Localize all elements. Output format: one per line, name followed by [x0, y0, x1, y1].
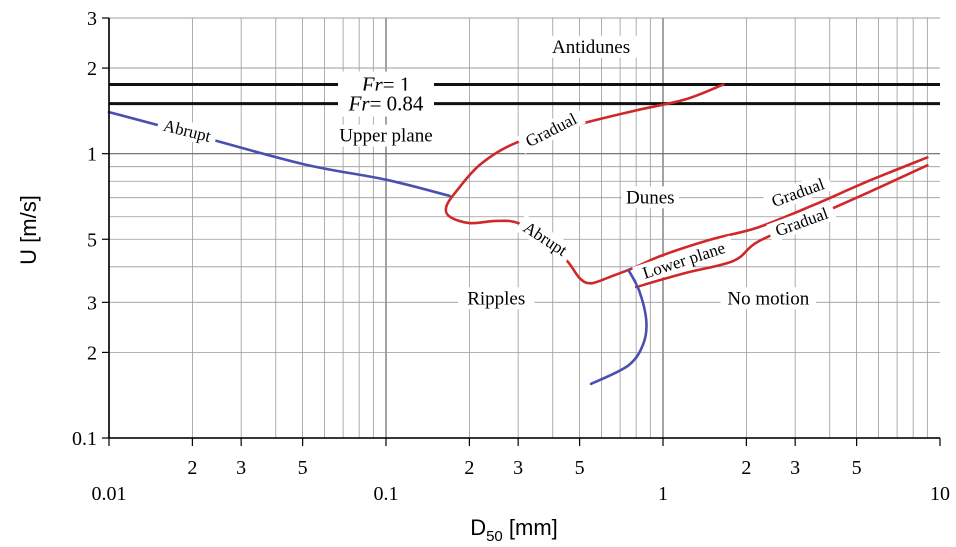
x-tick-label: 5: [298, 457, 308, 479]
curve-label-group: Abrupt: [515, 214, 576, 264]
y-tick-label: 1: [87, 144, 97, 166]
y-tick-labels: 0.1 2 3 5 1 2 3: [72, 8, 109, 450]
region-labels: Antidunes Upper plane Dunes Ripples No motio…: [328, 35, 817, 310]
curve-label: Abrupt: [161, 116, 213, 146]
region-label: Antidunes: [552, 37, 630, 58]
boundary-curve-4: [589, 268, 648, 386]
froude-label-bg: [338, 90, 434, 117]
x-tick-label: 2: [187, 457, 197, 479]
region-label: Dunes: [626, 187, 675, 208]
region-label: Ripples: [467, 288, 525, 309]
curve-label-bg: [155, 114, 219, 148]
x-tick-label: 5: [575, 457, 585, 479]
curve-label: Gradual: [522, 109, 580, 151]
x-tick-label: 1: [658, 483, 668, 505]
curve-label-bg: [515, 214, 576, 264]
curve-label-bg: [516, 106, 586, 155]
x-tick-label: 5: [852, 457, 862, 479]
y-tick-label: 0.1: [72, 428, 97, 450]
x-tick-label: 3: [513, 457, 523, 479]
plot-frame: [108, 18, 940, 439]
x-tick-label: 0.01: [92, 483, 127, 505]
x-axis-title: D50 [mm]: [470, 515, 558, 545]
y-tick-label: 2: [87, 342, 97, 364]
curve-label: Lower plane: [640, 238, 727, 282]
y-tick-label: 3: [87, 292, 97, 314]
x-tick-labels: 0.01 2 3 5 0.1 2 3 5 1 2 3 5 10: [92, 438, 950, 505]
grid-lines: [108, 17, 940, 439]
x-tick-label: 3: [236, 457, 246, 479]
curve-label-group: Gradual: [516, 106, 586, 155]
y-tick-label: 2: [87, 58, 97, 80]
curve-label-bg: [762, 172, 834, 214]
region-label-bg: [621, 186, 680, 209]
x-tick-label: 2: [741, 457, 751, 479]
x-tick-label: 2: [464, 457, 474, 479]
region-label-bg: [720, 287, 817, 310]
froude-label: Fr= 0.84: [348, 92, 424, 116]
y-tick-label: 3: [87, 8, 97, 30]
region-label: Upper plane: [339, 126, 432, 147]
x-tick-label: 0.1: [374, 483, 399, 505]
y-tick-label: 5: [87, 229, 97, 251]
x-tick-label: 10: [930, 483, 950, 505]
froude-lines: Fr= 1Fr= 0.84: [109, 71, 940, 117]
boundary-curve-3: [634, 164, 929, 289]
region-label: No motion: [727, 288, 809, 309]
curve-label-group: Abrupt: [155, 114, 219, 148]
region-label-bg: [457, 287, 535, 310]
curve-label-bg: [632, 235, 736, 286]
curve-label-bg: [766, 201, 838, 243]
region-label-bg: [328, 124, 444, 147]
y-axis-title: U [m/s]: [16, 195, 41, 265]
x-tick-label: 3: [790, 457, 800, 479]
region-label-bg: [543, 35, 639, 58]
